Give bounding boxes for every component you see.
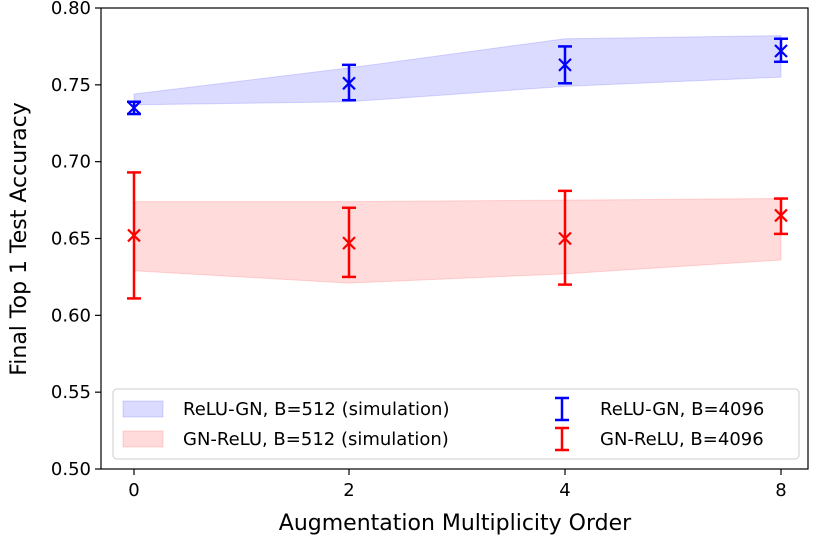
errorbars-layer xyxy=(127,37,788,300)
band-0 xyxy=(133,35,782,106)
point-marker-1-1 xyxy=(342,236,356,250)
band-1 xyxy=(133,198,782,284)
x-tick-label-0: 0 xyxy=(128,480,139,501)
y-tick-label-4: 0.70 xyxy=(51,152,91,173)
legend-label-series-0: ReLU-GN, B=4096 xyxy=(600,399,764,420)
point-marker-1-3 xyxy=(774,208,788,223)
y-tick-label-2: 0.60 xyxy=(51,305,91,326)
point-marker-0-2 xyxy=(558,58,572,72)
legend: ReLU-GN, B=512 (simulation) GN-ReLU, B=51… xyxy=(112,388,800,460)
point-marker-1-0 xyxy=(127,228,141,243)
legend-label-band-1: GN-ReLU, B=512 (simulation) xyxy=(183,429,449,450)
x-tick-label-2: 4 xyxy=(559,480,570,501)
y-tick-label-3: 0.65 xyxy=(51,229,91,250)
legend-label-series-1: GN-ReLU, B=4096 xyxy=(600,429,764,450)
point-marker-0-3 xyxy=(774,44,788,58)
y-tick-label-1: 0.55 xyxy=(51,382,91,403)
legend-label-band-0: ReLU-GN, B=512 (simulation) xyxy=(183,399,449,420)
y-axis-label: Final Top 1 Test Accuracy xyxy=(7,102,32,376)
y-axis: 0.50 0.55 0.60 0.65 0.70 0.75 0.80 xyxy=(51,0,101,480)
point-marker-0-1 xyxy=(342,76,356,91)
legend-box xyxy=(112,388,800,460)
y-tick-label-5: 0.75 xyxy=(51,75,91,96)
legend-swatch-band-0 xyxy=(122,400,164,418)
x-axis-label: Augmentation Multiplicity Order xyxy=(279,511,632,536)
legend-swatch-band-1 xyxy=(122,430,164,448)
x-axis: 0 2 4 8 xyxy=(128,469,787,501)
x-tick-label-1: 2 xyxy=(343,480,354,501)
y-tick-label-0: 0.50 xyxy=(51,459,91,480)
y-tick-label-6: 0.80 xyxy=(51,0,91,19)
point-marker-0-0 xyxy=(127,101,141,115)
x-tick-label-3: 8 xyxy=(775,480,786,501)
point-marker-1-2 xyxy=(558,231,572,246)
bands-layer xyxy=(133,35,782,284)
